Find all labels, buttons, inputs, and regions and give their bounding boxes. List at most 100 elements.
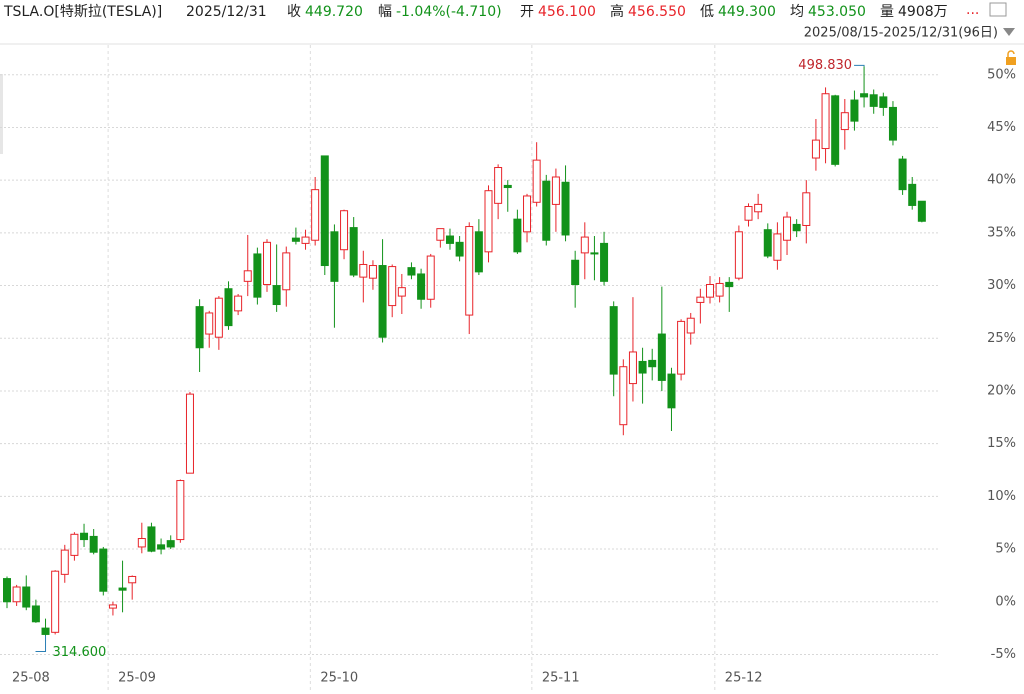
header: TSLA.O[特斯拉(TESLA)] 2025/12/31 收 449.720 … (3, 2, 979, 20)
candle-body (696, 296, 705, 303)
candle-body (888, 106, 897, 141)
x-tick-label: 25-08 (12, 671, 50, 686)
y-tick-label: 10% (987, 489, 1016, 504)
y-tick-label: 30% (987, 278, 1016, 293)
label: 量 (880, 4, 894, 20)
candle-body (532, 159, 541, 203)
dropdown-arrow[interactable] (1003, 28, 1015, 36)
candle-body (195, 306, 204, 349)
lock-icon[interactable] (1006, 50, 1016, 65)
y-tick-label: 25% (987, 331, 1016, 346)
candle-body (22, 586, 31, 608)
candle-body (320, 155, 329, 267)
y-tick-label: 40% (987, 173, 1016, 188)
candle-body (147, 526, 156, 552)
x-tick-label: 25-10 (320, 671, 358, 686)
value: -1.04%(-4.710) (396, 4, 502, 20)
candle-body (436, 228, 445, 241)
candle-body (879, 96, 888, 108)
candle-body (619, 366, 628, 426)
candle-body (282, 252, 291, 291)
candle-body (108, 604, 117, 609)
y-tick-label: 45% (987, 120, 1016, 135)
value: 456.100 (538, 4, 596, 20)
candle-body (869, 94, 878, 107)
candle-body (821, 93, 830, 150)
candle-body (580, 236, 589, 254)
candle-body (811, 139, 820, 159)
max-leader (854, 64, 865, 67)
candle-body (590, 252, 599, 255)
candle-body (523, 195, 532, 233)
candle-body (3, 578, 11, 603)
candle-body (571, 259, 580, 286)
candle-body (600, 242, 609, 282)
candle-body (638, 360, 647, 374)
x-tick-label: 25-12 (725, 671, 763, 686)
candle-body (648, 359, 657, 368)
date: 2025/12/31 (186, 4, 267, 20)
candle-body (426, 255, 435, 300)
candle-body (253, 253, 262, 298)
candle-body (609, 306, 618, 375)
candle-body (359, 263, 368, 278)
candle-body (311, 189, 320, 241)
candle-body (137, 538, 146, 548)
candle-body (686, 317, 695, 334)
y-tick-label: 5% (995, 542, 1016, 557)
candle-body (407, 267, 416, 276)
min-leader (35, 635, 47, 652)
candle-body (12, 586, 21, 603)
candle-body (263, 241, 272, 286)
candle-body (166, 540, 175, 548)
label: 收 (287, 4, 301, 20)
candle-body (677, 320, 686, 375)
candle-body (783, 216, 792, 241)
value: 449.720 (305, 4, 363, 20)
candle-body (715, 282, 724, 297)
candle-body (494, 167, 503, 204)
candle-body (908, 183, 917, 206)
max-label: 498.830 (798, 58, 852, 73)
label: 开 (520, 4, 534, 20)
candle-body (898, 158, 907, 191)
candle-body (561, 181, 570, 236)
y-tick-label: 50% (987, 67, 1016, 82)
candle-body (763, 229, 772, 257)
candle-body (734, 231, 743, 279)
candle-body (465, 226, 474, 316)
candle-body (773, 233, 782, 261)
candle-body (368, 265, 377, 279)
candle-body (792, 223, 801, 232)
candle-body (157, 544, 166, 550)
candle-body (850, 99, 859, 122)
y-tick-label: 15% (987, 436, 1016, 451)
more[interactable]: ... (966, 2, 979, 18)
label: 幅 (378, 4, 392, 20)
wp-icon[interactable] (989, 2, 1007, 17)
candle-body (917, 200, 926, 222)
candle-body (31, 605, 40, 623)
candle-body (41, 627, 50, 635)
candle-body (705, 284, 714, 298)
x-tick-label: 25-09 (118, 671, 156, 686)
x-tick-label: 25-11 (542, 671, 580, 686)
candle-body (542, 180, 551, 241)
candle-body (831, 95, 840, 165)
candle-body (417, 273, 426, 300)
candle-body (70, 533, 79, 556)
candle-body (667, 373, 676, 409)
candle-body (445, 235, 454, 244)
candle-body (51, 570, 60, 633)
candle-body (99, 548, 108, 592)
candle-body (118, 587, 127, 591)
candle-body (205, 312, 214, 335)
candle-body (272, 285, 281, 306)
candle-body (860, 93, 869, 98)
candle-body (291, 237, 300, 242)
candle-body (128, 575, 137, 584)
candle-body (388, 266, 397, 307)
value: 456.550 (628, 4, 686, 20)
date-range[interactable]: 2025/08/15-2025/12/31(96日) (804, 26, 998, 41)
candle-body (185, 393, 194, 474)
